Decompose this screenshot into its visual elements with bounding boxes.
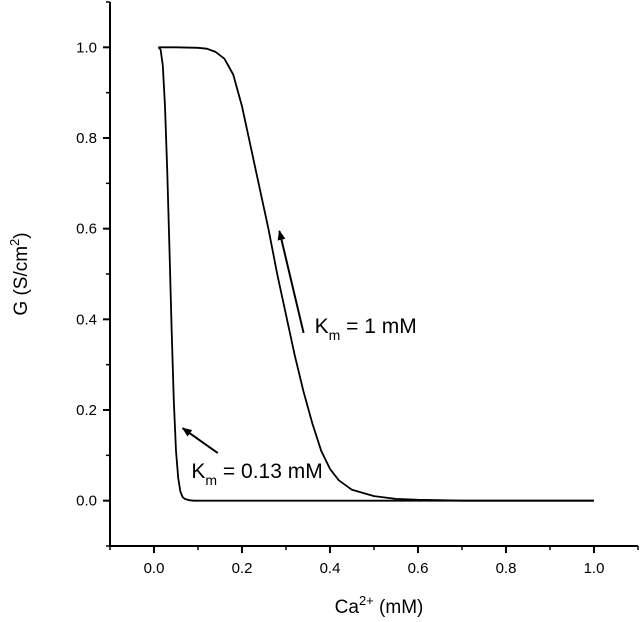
series-line-1 (157, 46, 594, 502)
axes (109, 2, 638, 547)
x-tick-label: 0.6 (408, 560, 429, 577)
axis-titles: Ca2+ (mM) G (S/cm2) (7, 232, 423, 618)
annotation-arrow-1 (277, 229, 305, 334)
ticks: 0.0 0.2 0.4 0.6 0.8 1.0 0.0 0.2 0.4 0.6 0.8 1.0 (76, 1, 639, 577)
y-tick-label: 1.0 (76, 39, 97, 56)
annotation-layer: Km = 1 mM Km = 0.13 mM (181, 229, 417, 488)
series-line-2 (158, 46, 594, 502)
x-tick-label: 0.2 (232, 560, 253, 577)
y-tick-label: 0.0 (76, 493, 97, 510)
x-tick-label: 1.0 (584, 560, 605, 577)
x-tick-label: 0.8 (496, 560, 517, 577)
annotation-label-1: Km = 1 mM (315, 315, 417, 343)
x-tick-label: 0.0 (144, 560, 165, 577)
annotation-arrow-2 (181, 427, 219, 454)
annotation-label-2: Km = 0.13 mM (191, 460, 322, 488)
y-tick-label: 0.6 (76, 221, 97, 238)
y-tick-label: 0.4 (76, 311, 97, 328)
series-layer (157, 46, 594, 502)
y-tick-label: 0.2 (76, 402, 97, 419)
y-tick-label: 0.8 (76, 130, 97, 147)
x-axis-title: Ca2+ (mM) (335, 593, 424, 618)
y-axis-title: G (S/cm2) (7, 232, 32, 315)
x-tick-label: 0.4 (320, 560, 341, 577)
